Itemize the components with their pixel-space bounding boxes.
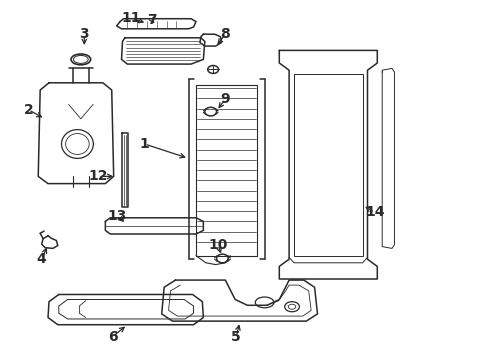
Text: 4: 4: [37, 252, 47, 266]
Text: 14: 14: [365, 206, 385, 219]
Text: 5: 5: [231, 330, 241, 343]
Text: 9: 9: [220, 92, 230, 106]
Text: 12: 12: [88, 170, 108, 183]
Text: 2: 2: [24, 103, 33, 117]
Text: 8: 8: [220, 27, 230, 41]
Text: 10: 10: [208, 238, 228, 252]
Text: 6: 6: [108, 330, 118, 343]
Text: 13: 13: [108, 209, 127, 223]
Text: 3: 3: [79, 27, 89, 41]
Text: 11: 11: [122, 11, 141, 25]
Text: 1: 1: [140, 137, 149, 151]
Text: 7: 7: [147, 13, 157, 27]
